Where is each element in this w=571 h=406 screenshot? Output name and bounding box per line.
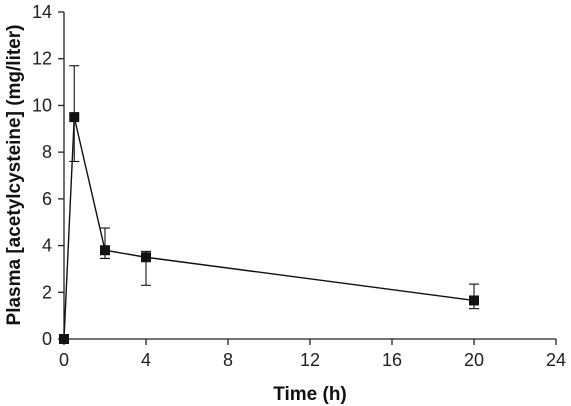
- y-tick-label: 10: [32, 95, 52, 115]
- x-tick-label: 24: [546, 350, 566, 370]
- data-point: [469, 295, 479, 306]
- x-tick-label: 12: [300, 350, 320, 370]
- data-point: [141, 252, 151, 263]
- x-tick-label: 16: [382, 350, 402, 370]
- x-tick-label: 0: [59, 350, 69, 370]
- series-line: [63, 116, 475, 340]
- data-point: [100, 245, 110, 256]
- y-tick-label: 2: [42, 282, 52, 302]
- y-tick-label: 8: [42, 142, 52, 162]
- data-point: [59, 334, 69, 344]
- x-axis-title: Time (h): [273, 384, 347, 405]
- chart-axis-titles: Time (h) Plasma [acetylcysteine] (mg/lit…: [4, 25, 347, 405]
- y-tick-label: 4: [42, 236, 52, 256]
- chart-plot-area: [59, 65, 479, 344]
- y-tick-label: 6: [42, 189, 52, 209]
- data-point: [69, 112, 80, 123]
- y-tick-label: 0: [42, 329, 52, 349]
- y-tick-label: 14: [32, 2, 52, 22]
- x-tick-label: 8: [223, 350, 233, 370]
- y-tick-label: 12: [32, 49, 52, 69]
- x-tick-label: 20: [464, 350, 484, 370]
- x-tick-label: 4: [141, 350, 151, 370]
- y-axis-title: Plasma [acetylcysteine] (mg/liter): [4, 25, 25, 326]
